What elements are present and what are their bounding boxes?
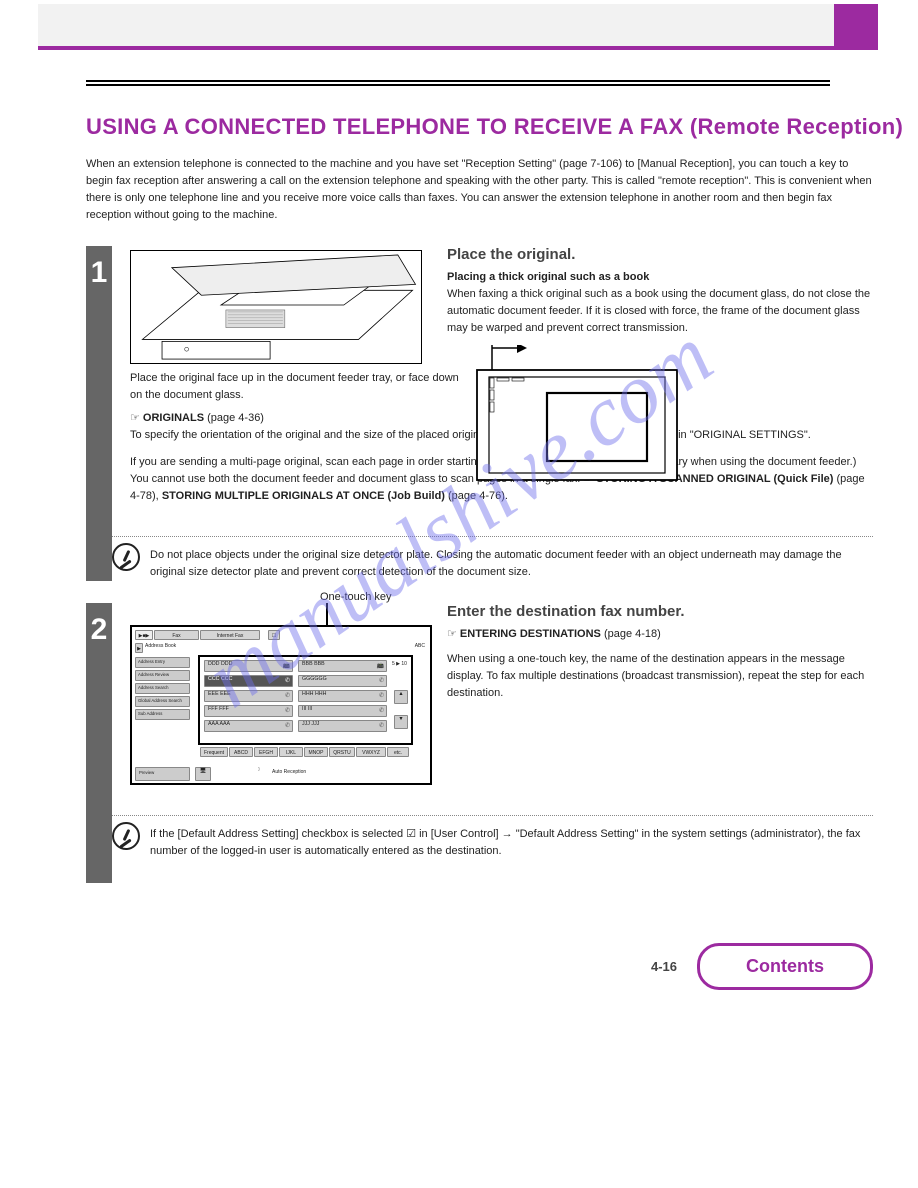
- btn-sub-address: Sub Address: [135, 709, 190, 720]
- fax-ui-screenshot: ▶■▶ Fax Internet Fax ☐ ▶ Address Book AB…: [130, 625, 432, 785]
- entering-destinations-link[interactable]: ENTERING DESTINATIONS: [460, 628, 601, 640]
- page-title: USING A CONNECTED TELEPHONE TO RECEIVE A…: [86, 114, 918, 140]
- scroll-up-button: ▲: [394, 690, 408, 704]
- tab-fax-label: Fax: [154, 630, 199, 640]
- btab-4: MNOP: [304, 747, 328, 757]
- contact-8: AAA AAA✆: [204, 720, 293, 732]
- tab-blank: ☐: [268, 630, 280, 640]
- one-touch-key-label: One-touch key: [320, 591, 392, 603]
- contact-2-selected: CCC CCC✆: [204, 675, 293, 687]
- originals-link[interactable]: ORIGINALS: [143, 412, 204, 424]
- document-feeder-illustration: [130, 250, 422, 364]
- step-1: 1 Place th: [86, 246, 873, 580]
- fax-icon: 📠: [377, 662, 384, 669]
- contact-1: BBB BBB📠: [298, 660, 387, 672]
- step-2-divider: [112, 815, 873, 816]
- tel-icon: ✆: [379, 722, 384, 729]
- step-2: 2 One-touch key ▶■▶ Fax Internet Fax ☐ ▶…: [86, 603, 873, 883]
- btn-address-review: Address Review: [135, 670, 190, 681]
- contact-3: GGGGGG✆: [298, 675, 387, 687]
- scroll-down-button: ▼: [394, 715, 408, 729]
- address-book-label: Address Book: [145, 643, 176, 649]
- contact-7: III III✆: [298, 705, 387, 717]
- btab-5: QRSTU: [329, 747, 355, 757]
- btn-global-search: Global Address Search: [135, 696, 190, 707]
- step-2-note-text: If the [Default Address Setting] checkbo…: [140, 822, 873, 860]
- contact-9: JJJ JJJ✆: [298, 720, 387, 732]
- contact-6: FFF FFF✆: [204, 705, 293, 717]
- btab-7: etc.: [387, 747, 409, 757]
- btab-1: ABCD: [229, 747, 253, 757]
- step-1-number: 1: [86, 246, 112, 580]
- double-rule: [86, 80, 830, 86]
- header-bar: [38, 4, 878, 50]
- btab-0: Frequent: [200, 747, 228, 757]
- tab-fax: ▶■▶: [135, 630, 153, 640]
- contents-button[interactable]: Contents: [697, 943, 873, 990]
- btn-address-entry: Address Entry: [135, 657, 190, 668]
- abc-label: ABC: [415, 643, 425, 649]
- step-1-divider: [112, 536, 873, 537]
- btab-2: EFGH: [254, 747, 278, 757]
- book-arrow: ▶: [135, 643, 143, 653]
- contact-0: DDD DDD📠: [204, 660, 293, 672]
- tel-icon: ✆: [285, 677, 290, 684]
- auto-reception-label: Auto Reception: [272, 769, 306, 775]
- pencil-icon: [112, 822, 140, 850]
- tel-icon: ✆: [379, 707, 384, 714]
- speaker-button-1: 🖥: [195, 767, 211, 781]
- pencil-icon: [112, 543, 140, 571]
- page-number: 4-16: [651, 959, 677, 974]
- tel-icon: ✆: [285, 692, 290, 699]
- step-2-number: 2: [86, 603, 112, 883]
- glass-body-text: When faxing a thick original such as a b…: [447, 286, 873, 337]
- step-1-note: Do not place objects under the original …: [112, 543, 873, 581]
- page-footer: 4-16 Contents: [86, 943, 873, 990]
- job-build-page: (page 4-76).: [445, 490, 508, 502]
- step-1-title: Place the original.: [447, 246, 873, 263]
- btab-6: VWXYZ: [356, 747, 386, 757]
- step-2-note: If the [Default Address Setting] checkbo…: [112, 822, 873, 860]
- speaker-icon: 🕽: [258, 767, 260, 774]
- tel-icon: ✆: [379, 677, 384, 684]
- glass-subheading: Placing a thick original such as a book: [447, 269, 873, 286]
- contact-5: HHH HHH✆: [298, 690, 387, 702]
- step-1-face-text: Place the original face up in the docume…: [130, 370, 460, 404]
- step-1-note-text: Do not place objects under the original …: [140, 543, 873, 581]
- fax-icon: 📠: [283, 662, 290, 669]
- tab-ifax-label: Internet Fax: [200, 630, 260, 640]
- tel-icon: ✆: [379, 692, 384, 699]
- preview-button: Preview: [135, 767, 190, 781]
- btn-address-search: Address Search: [135, 683, 190, 694]
- intro-paragraph: When an extension telephone is connected…: [86, 156, 873, 224]
- counter-label: 5 ▶ 10: [392, 661, 407, 667]
- originals-page: (page 4-36): [204, 412, 264, 424]
- header-accent-box: [834, 4, 878, 46]
- job-build-link[interactable]: STORING MULTIPLE ORIGINALS AT ONCE (Job …: [162, 490, 445, 502]
- entering-destinations-page: (page 4-18): [601, 628, 661, 640]
- btab-3: IJKL: [279, 747, 303, 757]
- tel-icon: ✆: [285, 707, 290, 714]
- contact-4: EEE EEE✆: [204, 690, 293, 702]
- tel-icon: ✆: [285, 722, 290, 729]
- document-glass-diagram: [467, 345, 873, 488]
- step-2-body: When using a one-touch key, the name of …: [447, 651, 873, 702]
- step-2-title: Enter the destination fax number.: [447, 603, 873, 620]
